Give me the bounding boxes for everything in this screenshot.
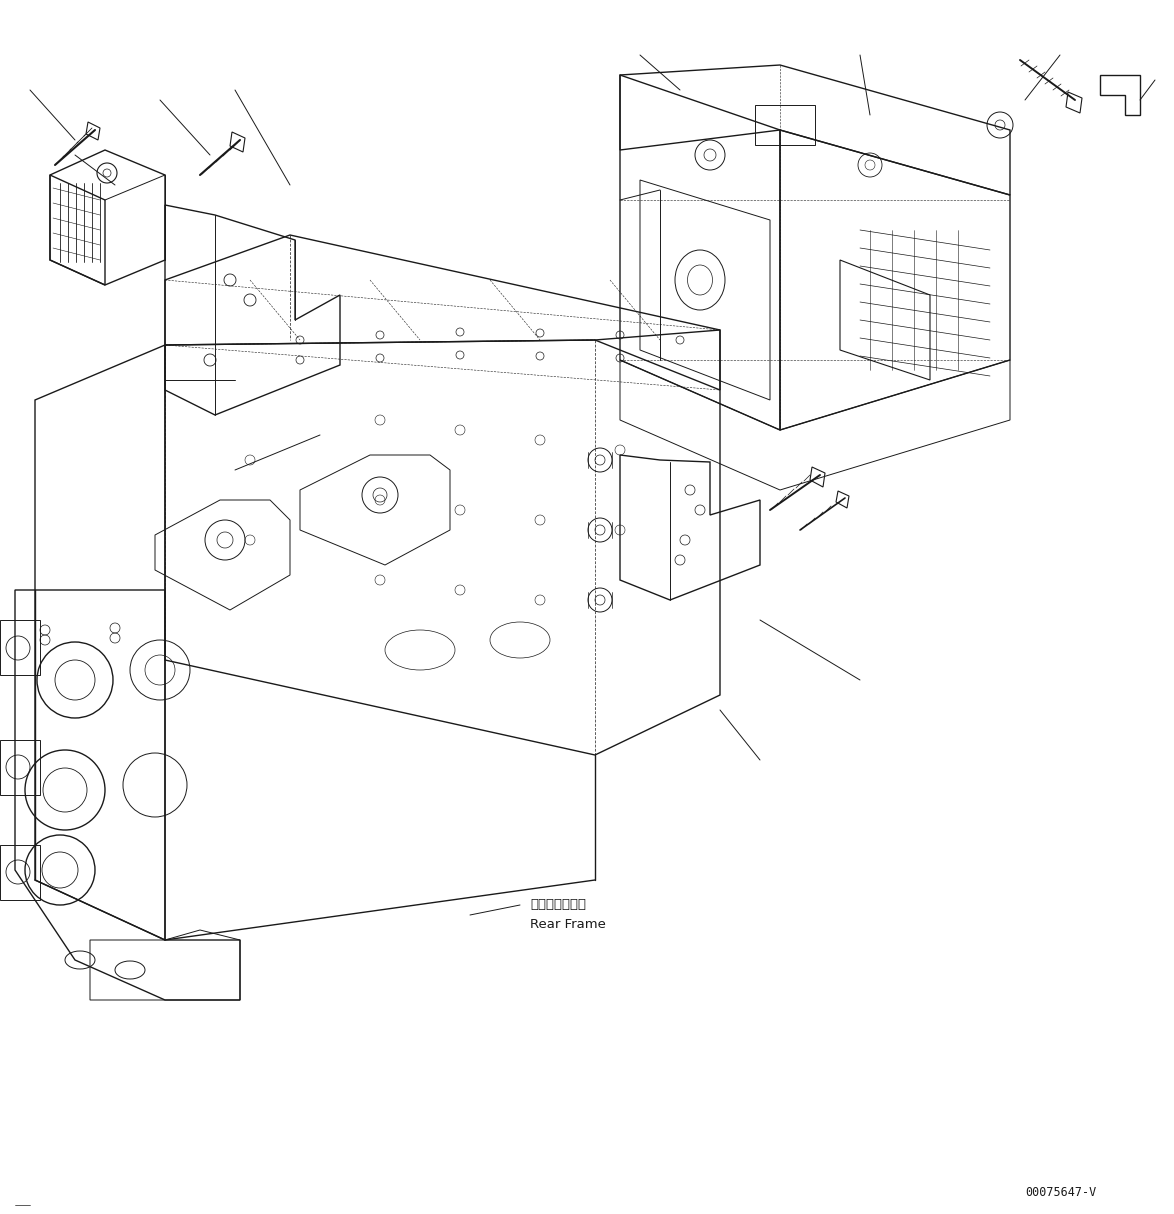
Bar xyxy=(0,620,40,675)
Text: Rear Frame: Rear Frame xyxy=(529,919,606,931)
Bar xyxy=(755,104,815,144)
Bar xyxy=(0,741,40,795)
Text: リヤーフレーム: リヤーフレーム xyxy=(529,898,586,912)
Bar xyxy=(0,845,40,900)
Text: 00075647-V: 00075647-V xyxy=(1025,1186,1097,1198)
